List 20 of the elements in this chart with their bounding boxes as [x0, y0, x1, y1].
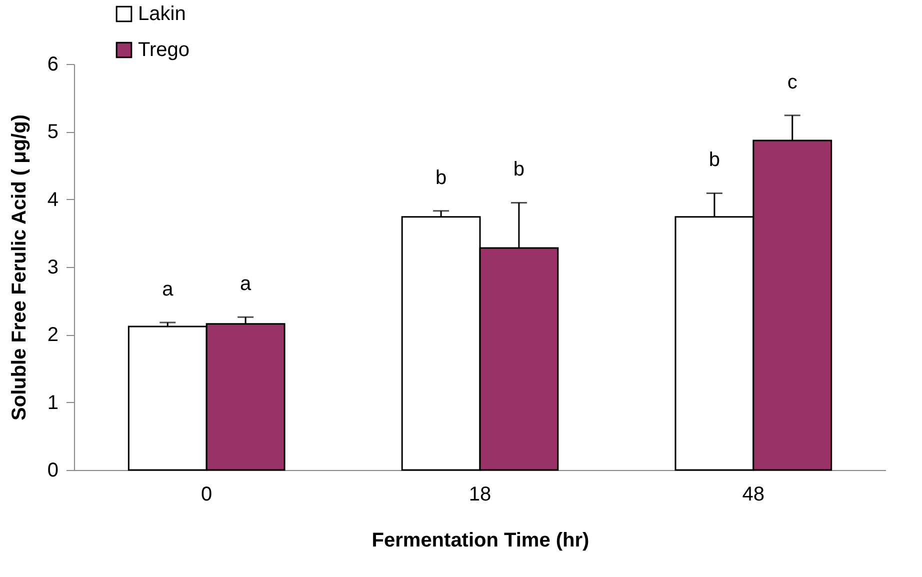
- annotation: a: [162, 278, 174, 300]
- legend-label: Trego: [138, 39, 190, 61]
- x-axis-title: Fermentation Time (hr): [372, 530, 590, 552]
- x-tick-label: 48: [742, 484, 765, 506]
- y-tick-label: 2: [47, 324, 58, 346]
- y-tick-label: 0: [47, 460, 58, 482]
- annotation: b: [513, 158, 525, 181]
- annotation: c: [787, 71, 798, 94]
- legend-label: Lakin: [138, 3, 186, 25]
- y-tick-label: 4: [47, 188, 58, 211]
- x-tick-label: 0: [201, 484, 212, 506]
- y-axis-title: Soluble Free Ferulic Acid ( μg/g): [8, 114, 30, 420]
- y-tick-label: 6: [47, 54, 58, 76]
- y-tick-label: 1: [47, 392, 58, 414]
- y-tick-label: 5: [47, 121, 58, 144]
- y-tick-label: 3: [47, 256, 58, 278]
- x-tick-label: 18: [468, 484, 492, 506]
- annotation: b: [708, 149, 720, 172]
- annotation: a: [240, 273, 252, 296]
- annotation: b: [435, 166, 447, 189]
